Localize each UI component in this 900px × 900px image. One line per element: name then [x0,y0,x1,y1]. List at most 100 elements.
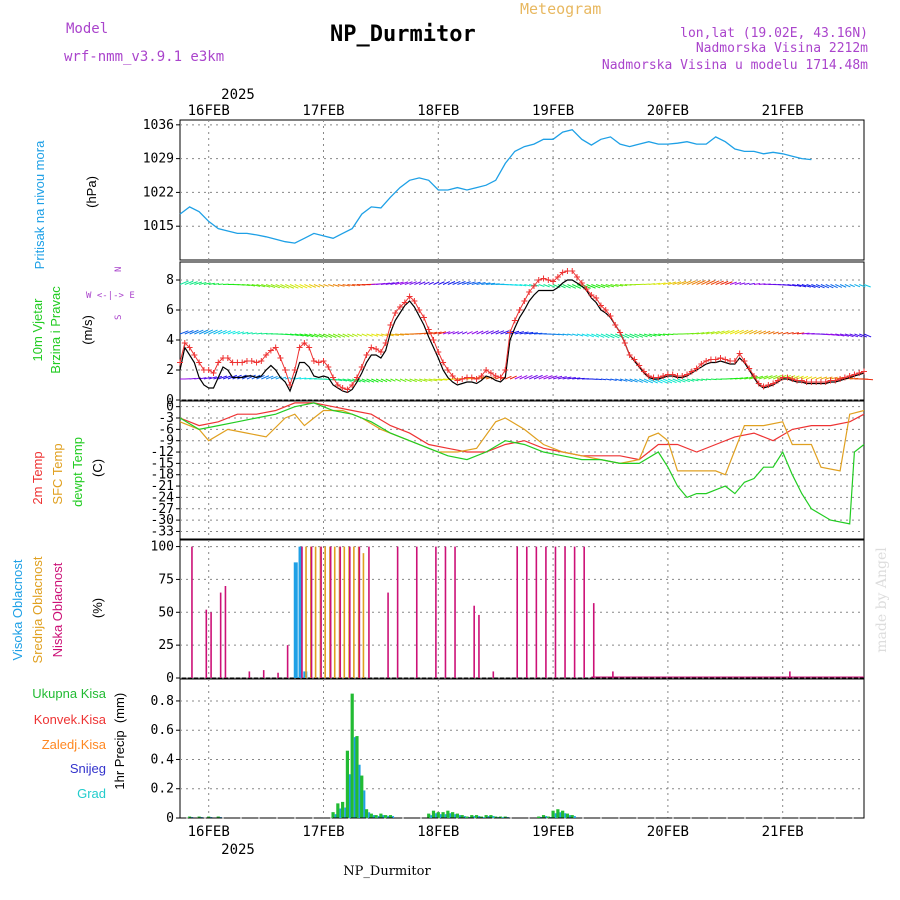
precip-bar-secondary [368,812,371,818]
wind-barb [179,280,189,285]
wind-model-marker [487,370,494,376]
ytick-label: 0.4 [151,752,175,767]
wind-model-marker [583,286,590,292]
wind-barb [304,377,312,380]
wind-barb [323,284,329,287]
wind-barb [519,375,528,380]
date-label-top: 16FEB [188,103,230,119]
wind-barb [672,378,682,383]
wind-model-marker [837,376,844,382]
precip-bar [388,815,393,818]
precip-bar [427,813,431,818]
wind-barb [691,280,702,285]
wind-barb [763,375,773,380]
wind-barb [328,284,335,287]
wind-barb [227,330,236,335]
wind-barb [825,284,834,289]
precip-bar-secondary [569,815,572,818]
wind-barb [189,281,198,285]
wind-barb [863,378,874,381]
wind-model-marker [693,365,700,372]
wind-barb [337,284,345,287]
wind-barb [433,281,440,285]
wind-barb [715,280,724,285]
wind-barb [796,375,804,380]
wind-barb [529,332,538,335]
wind-barb [586,284,596,289]
wind-barb [643,283,650,285]
wind-barb [854,333,863,338]
ytick-label: 0.2 [151,782,174,797]
precip-bar [546,816,550,818]
wind-barb [265,284,276,289]
wind-barb [596,378,602,381]
wind-barb [198,329,209,335]
wind-model-marker [301,340,308,346]
wind-model-marker [597,302,604,309]
product-title: Meteogram [520,0,602,18]
wind-barb [801,332,810,335]
wind-model-marker [736,350,743,357]
wind-barb [438,331,447,335]
wind-barb [658,378,668,384]
wind-barb [438,281,445,285]
wind-barb [610,333,620,339]
wind-barb [663,333,670,336]
wind-barb [203,282,211,285]
wind-barb [629,378,638,383]
wind-model-marker [349,382,356,388]
wind-barb [304,333,314,338]
wind-barb [772,374,782,380]
ytick-label: 0.8 [151,694,174,709]
wind-model-marker [325,364,332,370]
wind-barb [830,284,838,289]
wind-barb [639,333,648,338]
wind-barb [495,330,505,335]
wind-model-marker [339,385,346,391]
ytick-label: -3 [158,411,174,426]
wind-barb [835,333,845,337]
precip-bar [498,816,503,818]
wind-model-marker [822,379,829,385]
wind-barb [509,330,520,335]
wind-barb [299,284,308,289]
wind-model-marker [253,359,260,366]
wind-barb [481,282,491,285]
date-label-top: 17FEB [302,103,344,119]
wind-barb [792,332,800,335]
wind-barb [428,378,438,382]
wind-barb [562,333,569,336]
footer-station: NP_Durmitor [343,864,431,879]
wind-speed-line [179,279,865,394]
wind-barb [648,333,657,337]
wind-model-marker [267,347,274,354]
wind-barb [342,378,352,382]
wind-barb [423,378,433,382]
wind-barb [763,330,771,335]
precip-bar [216,816,220,818]
wind-model-marker [382,340,389,346]
ytick-label: 0 [166,393,174,408]
date-label-bottom: 17FEB [302,824,344,840]
wind-model-marker [181,340,188,346]
wind-model-marker [774,377,781,384]
wind-barb [213,329,223,335]
precip-bar [537,816,541,818]
wind-model-marker [373,346,380,352]
wind-barb [289,284,299,289]
wind-barb [638,378,649,384]
wind-barb [806,284,816,288]
wind-barb [189,329,199,335]
wind-model-marker [851,371,858,378]
wind-barb [390,333,399,336]
precip-bar [379,813,383,818]
ytick-label: 1029 [143,152,174,167]
wind-barb [548,375,558,380]
precip-bar [570,815,574,818]
elevation-label: Nadmorska Visina 2212m [695,41,868,56]
precip-bar [455,813,460,818]
wind-barb [720,330,730,335]
wind-barb [466,281,476,285]
wind-barb [404,281,413,285]
wind-model-marker [497,374,504,381]
